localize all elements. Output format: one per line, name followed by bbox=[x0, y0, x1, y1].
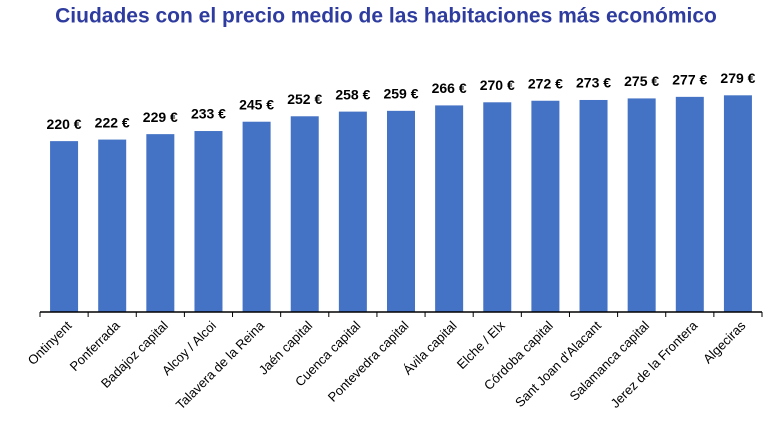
value-label: 233 € bbox=[191, 106, 226, 122]
x-tick-label: Jerez de la Frontera bbox=[607, 317, 700, 410]
bar bbox=[387, 110, 415, 313]
bar bbox=[483, 102, 512, 312]
value-label: 279 € bbox=[720, 70, 755, 86]
bar bbox=[338, 111, 367, 313]
bar bbox=[723, 95, 752, 312]
value-label: 275 € bbox=[624, 73, 659, 89]
x-tick-label: Ontinyent bbox=[25, 318, 75, 368]
x-tick-label: Pontevedra capital bbox=[325, 318, 412, 405]
bar bbox=[146, 134, 175, 312]
bar bbox=[627, 98, 656, 313]
x-tick-label: Talavera de la Reina bbox=[173, 317, 268, 412]
value-label: 220 € bbox=[47, 116, 82, 132]
bar bbox=[242, 121, 271, 312]
value-label: 259 € bbox=[383, 86, 418, 102]
value-label: 272 € bbox=[528, 75, 563, 91]
bar bbox=[531, 100, 560, 312]
value-label: 277 € bbox=[672, 72, 707, 88]
bar bbox=[98, 139, 127, 312]
x-tick-label: Sant Joan d'Alacant bbox=[512, 318, 604, 410]
value-label: 270 € bbox=[480, 77, 515, 93]
bar bbox=[579, 99, 608, 312]
chart-title: Ciudades con el precio medio de las habi… bbox=[55, 5, 717, 28]
value-label: 222 € bbox=[95, 114, 130, 130]
value-label: 245 € bbox=[239, 96, 274, 112]
bar bbox=[290, 116, 319, 312]
bar bbox=[194, 131, 223, 312]
value-label: 266 € bbox=[432, 80, 467, 96]
value-label: 273 € bbox=[576, 75, 611, 91]
bar bbox=[50, 141, 79, 312]
bar bbox=[435, 105, 464, 312]
x-tick-label: Algeciras bbox=[700, 318, 749, 367]
value-label: 258 € bbox=[335, 86, 370, 102]
value-label: 229 € bbox=[143, 109, 178, 125]
bar bbox=[675, 96, 704, 312]
value-label: 252 € bbox=[287, 91, 322, 107]
